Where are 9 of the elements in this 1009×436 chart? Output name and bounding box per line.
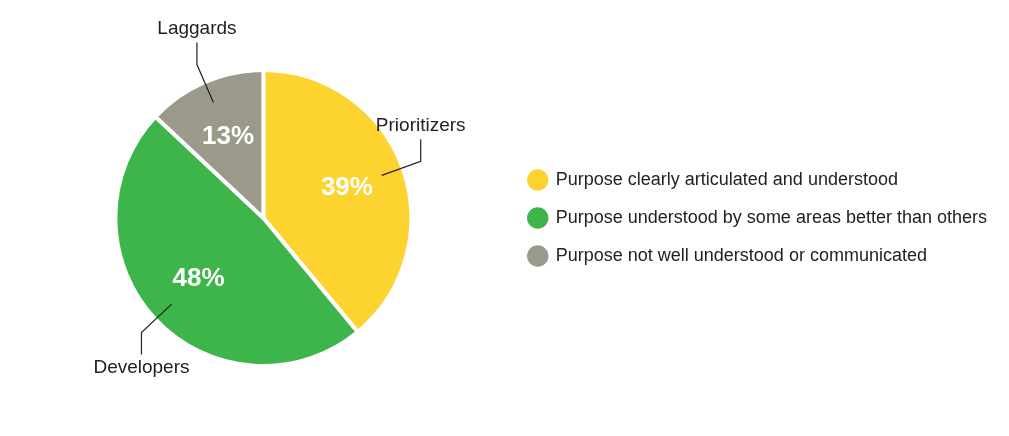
text: Prioritizers [375,114,466,136]
legend-label: Purpose clearly articulated and understood [555,168,898,189]
text: Laggards [157,17,237,39]
legend-label: Purpose understood by some areas better than others [555,206,987,227]
text: Developers [93,356,190,378]
data-label: 39% [320,171,373,202]
data-label: 13% [202,119,255,150]
legend-label: Purpose not well understood or communicated [555,244,927,265]
data-label: 48% [172,261,225,292]
